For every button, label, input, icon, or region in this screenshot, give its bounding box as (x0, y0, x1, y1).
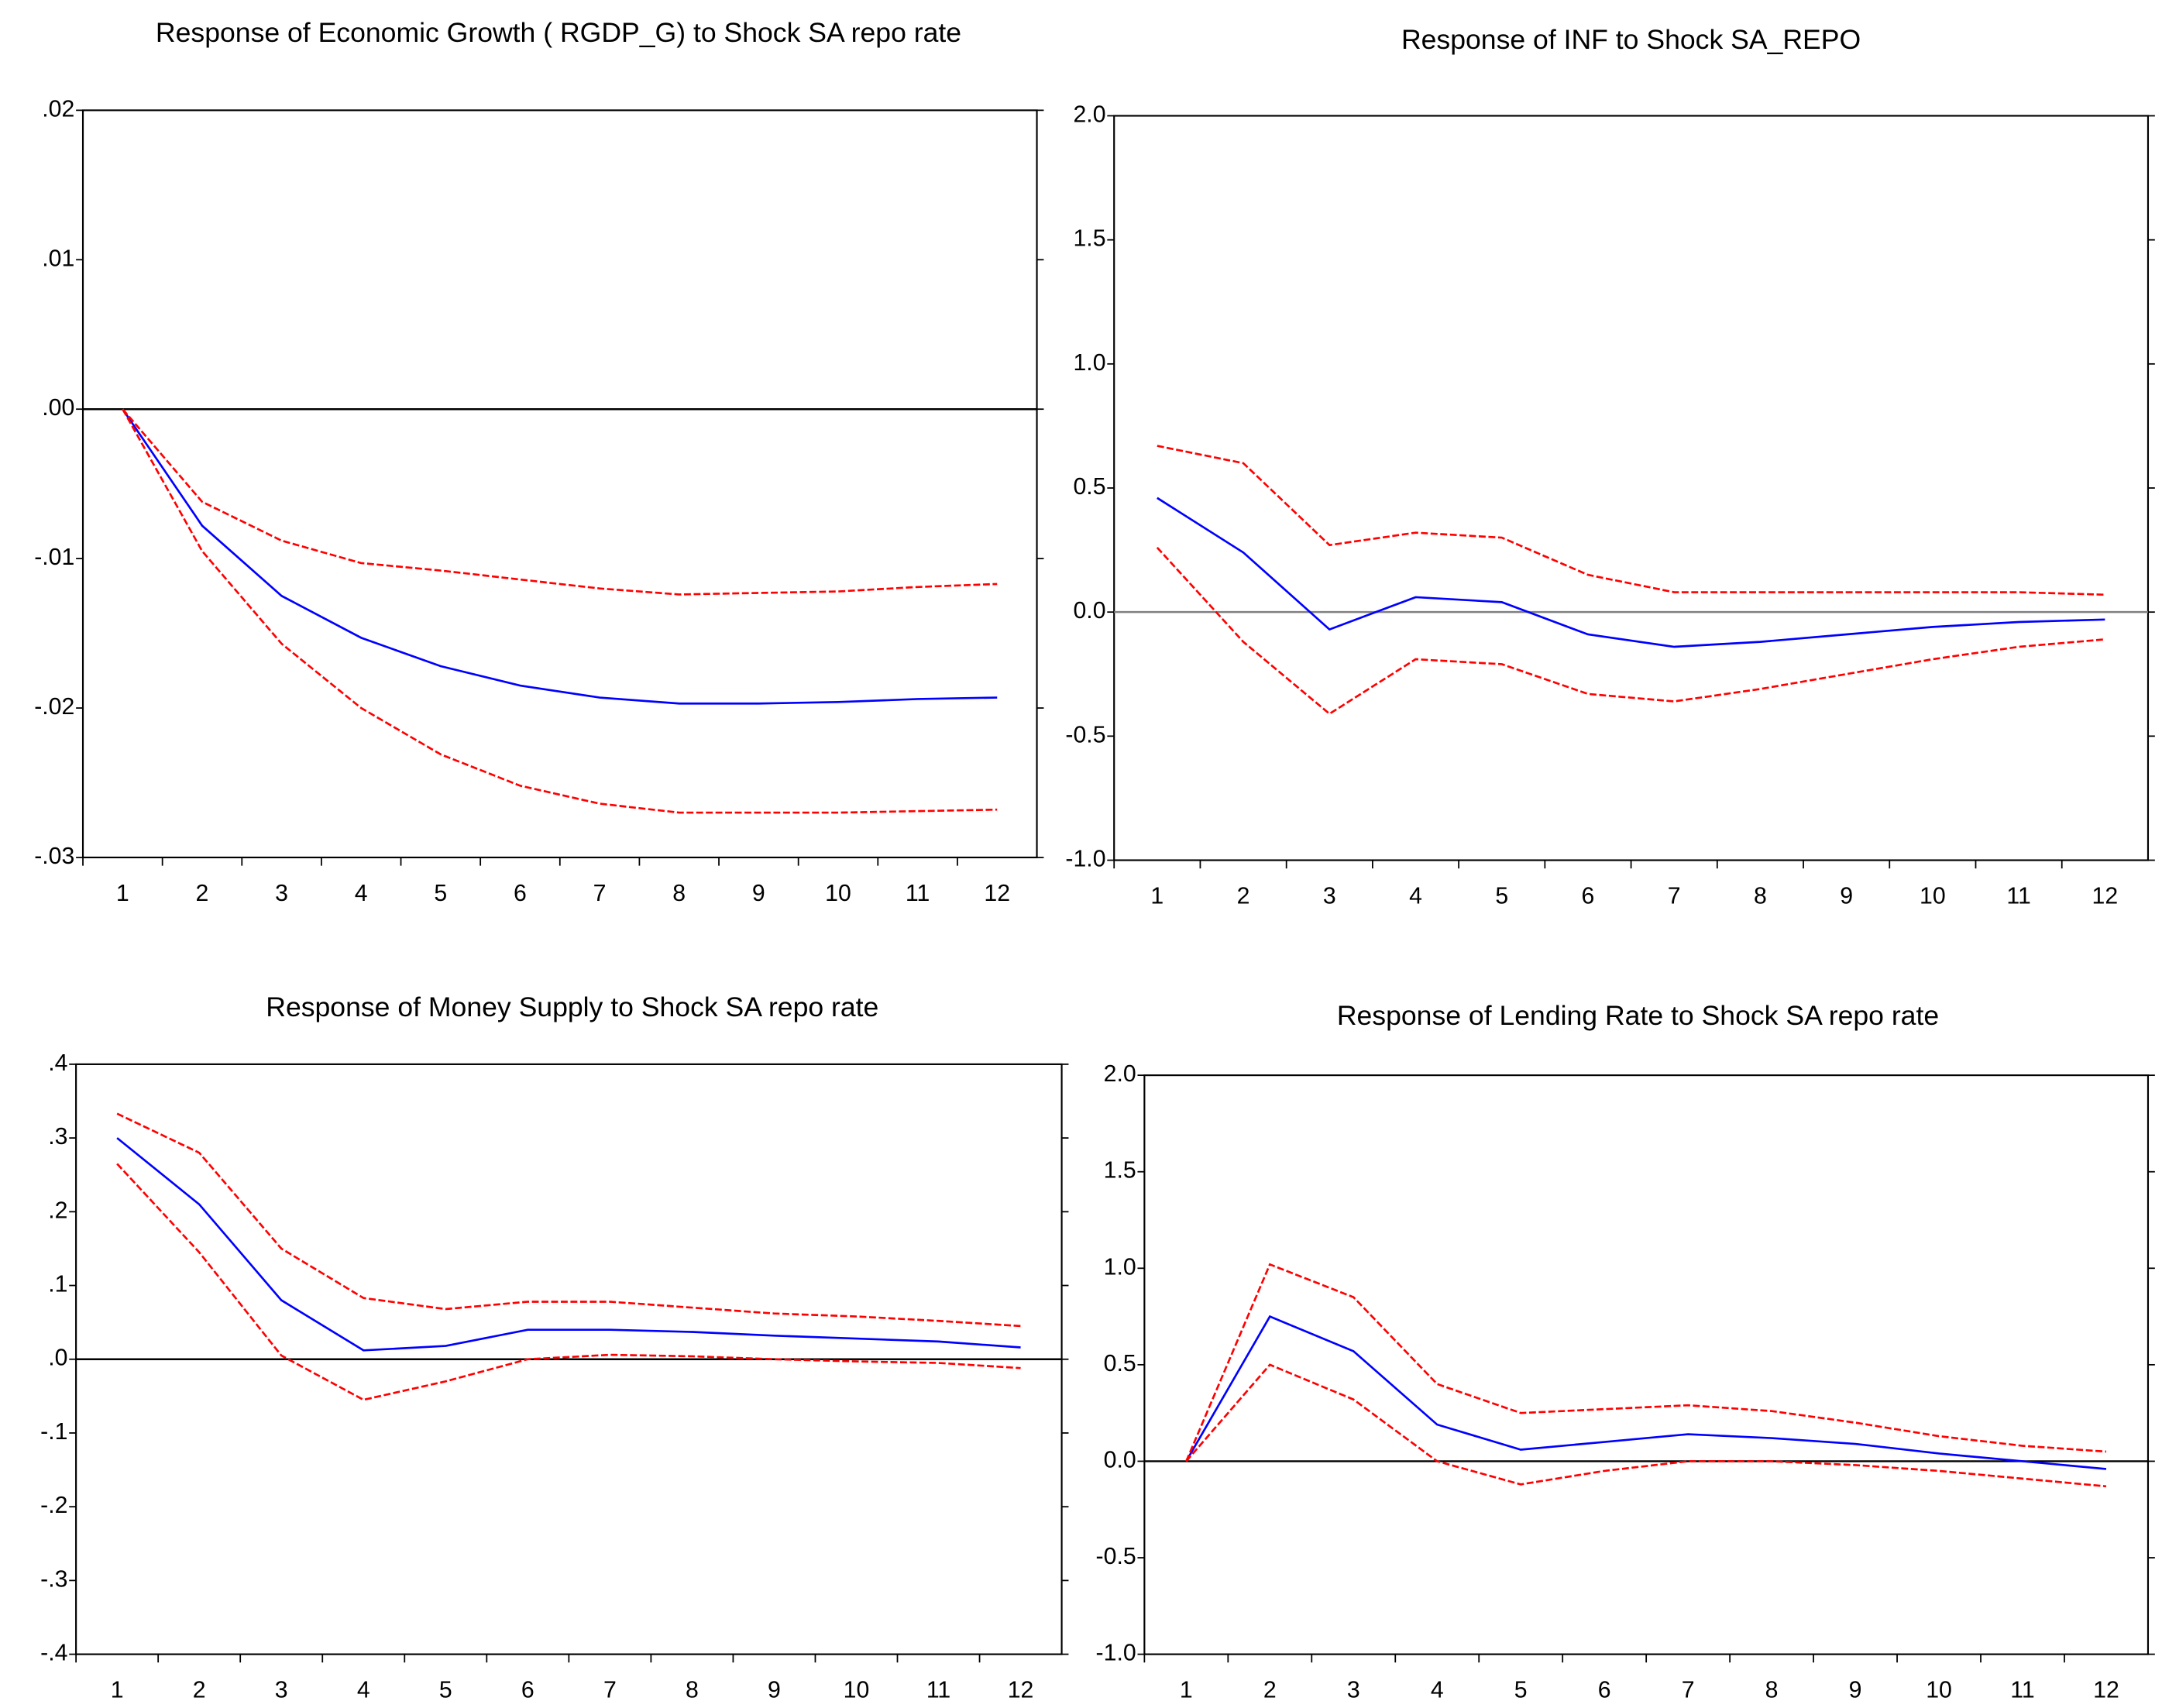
y-tick-label: .02 (42, 96, 74, 122)
y-tick-label: -.3 (40, 1566, 67, 1592)
y-tick-label: 1.5 (1104, 1158, 1136, 1184)
series-line (116, 1137, 1021, 1352)
chart-title: Response of Lending Rate to Shock SA rep… (1337, 1000, 1939, 1031)
x-tick-label: 8 (1765, 1678, 1779, 1703)
x-tick-label: 11 (906, 881, 930, 906)
x-tick-label: 8 (686, 1678, 699, 1703)
x-tick-label: 2 (1237, 884, 1250, 909)
x-tick-label: 12 (1008, 1678, 1034, 1703)
y-tick-label: -.02 (34, 694, 74, 720)
y-tick-label: -.1 (40, 1419, 67, 1445)
y-tick-label: -0.5 (1065, 722, 1105, 747)
x-tick-label: 1 (111, 1678, 124, 1703)
y-tick-label: -1.0 (1065, 846, 1105, 871)
chart-title: Response of Economic Growth ( RGDP_G) to… (156, 17, 961, 48)
x-tick-label: 9 (768, 1678, 781, 1703)
x-tick-label: 2 (1263, 1678, 1277, 1703)
x-tick-label: 2 (193, 1678, 206, 1703)
x-tick-label: 6 (1582, 884, 1595, 909)
series-line (1157, 497, 2105, 648)
plot-frame (1143, 1074, 2150, 1655)
x-tick-label: 5 (434, 881, 447, 906)
series-line (1156, 546, 2105, 716)
x-tick-label: 11 (2010, 1678, 2034, 1703)
x-tick-label: 11 (2006, 884, 2030, 909)
y-tick-label: -1.0 (1096, 1641, 1136, 1666)
y-tick-label: 0.5 (1104, 1351, 1136, 1376)
y-tick-label: 1.5 (1073, 226, 1105, 252)
y-tick-label: .1 (48, 1272, 67, 1297)
x-tick-label: 2 (196, 881, 209, 906)
series-line (116, 1112, 1021, 1328)
x-tick-label: 9 (1840, 884, 1853, 909)
series-line (122, 408, 998, 705)
chart-title: Response of INF to Shock SA_REPO (1401, 24, 1861, 55)
x-tick-label: 5 (439, 1678, 452, 1703)
x-tick-label: 1 (116, 881, 129, 906)
y-tick-label: 1.0 (1104, 1254, 1136, 1280)
y-tick-label: .01 (42, 246, 74, 271)
y-tick-label: 0.0 (1104, 1447, 1136, 1473)
x-tick-label: 12 (984, 881, 1010, 906)
x-tick-label: 6 (521, 1678, 534, 1703)
y-tick-label: .3 (48, 1124, 67, 1150)
plot-frame (81, 109, 1038, 859)
series-line (1185, 1263, 2107, 1462)
y-tick-label: -.03 (34, 844, 74, 869)
y-tick-label: -.4 (40, 1641, 67, 1666)
x-tick-label: 5 (1495, 884, 1508, 909)
x-tick-label: 3 (1347, 1678, 1360, 1703)
x-tick-label: 11 (926, 1678, 950, 1703)
x-tick-label: 7 (593, 881, 607, 906)
x-tick-label: 12 (2092, 884, 2119, 909)
y-tick-label: 1.0 (1073, 350, 1105, 376)
x-tick-label: 1 (1180, 1678, 1193, 1703)
x-tick-label: 12 (2093, 1678, 2119, 1703)
y-tick-label: .0 (48, 1345, 67, 1371)
x-tick-label: 8 (1754, 884, 1767, 909)
x-tick-label: 9 (1849, 1678, 1862, 1703)
x-tick-label: 10 (825, 881, 851, 906)
x-tick-label: 3 (275, 1678, 288, 1703)
x-tick-label: 8 (672, 881, 686, 906)
y-tick-label: 0.0 (1073, 598, 1105, 624)
y-tick-label: -.2 (40, 1493, 67, 1518)
x-tick-label: 10 (844, 1678, 870, 1703)
x-tick-label: 4 (1431, 1678, 1444, 1703)
y-tick-label: 2.0 (1104, 1061, 1136, 1087)
series-line (1185, 1315, 2107, 1470)
x-tick-label: 7 (1668, 884, 1681, 909)
x-tick-label: 4 (355, 881, 368, 906)
x-tick-label: 10 (1920, 884, 1946, 909)
y-tick-label: .4 (48, 1050, 67, 1076)
x-tick-label: 6 (1598, 1678, 1611, 1703)
y-tick-label: .00 (42, 395, 74, 421)
x-tick-label: 3 (1323, 884, 1336, 909)
chart-title: Response of Money Supply to Shock SA rep… (266, 991, 878, 1022)
y-tick-label: -0.5 (1096, 1544, 1136, 1569)
x-tick-label: 6 (514, 881, 527, 906)
series-line (116, 1163, 1021, 1401)
y-tick-label: 0.5 (1073, 474, 1105, 500)
x-tick-label: 7 (603, 1678, 617, 1703)
series-line (1185, 1363, 2107, 1488)
x-tick-label: 4 (357, 1678, 370, 1703)
y-tick-label: -.01 (34, 545, 74, 570)
x-tick-label: 3 (275, 881, 288, 906)
x-tick-label: 4 (1409, 884, 1422, 909)
x-tick-label: 5 (1514, 1678, 1528, 1703)
series-line (1157, 445, 2105, 596)
series-line (122, 408, 998, 814)
x-tick-label: 9 (752, 881, 765, 906)
plot-frame (1113, 115, 2150, 861)
y-tick-label: .2 (48, 1198, 67, 1223)
y-tick-label: 2.0 (1073, 101, 1105, 127)
x-tick-label: 7 (1682, 1678, 1695, 1703)
x-tick-label: 1 (1150, 884, 1163, 909)
x-tick-label: 10 (1926, 1678, 1952, 1703)
series-line (122, 408, 998, 596)
